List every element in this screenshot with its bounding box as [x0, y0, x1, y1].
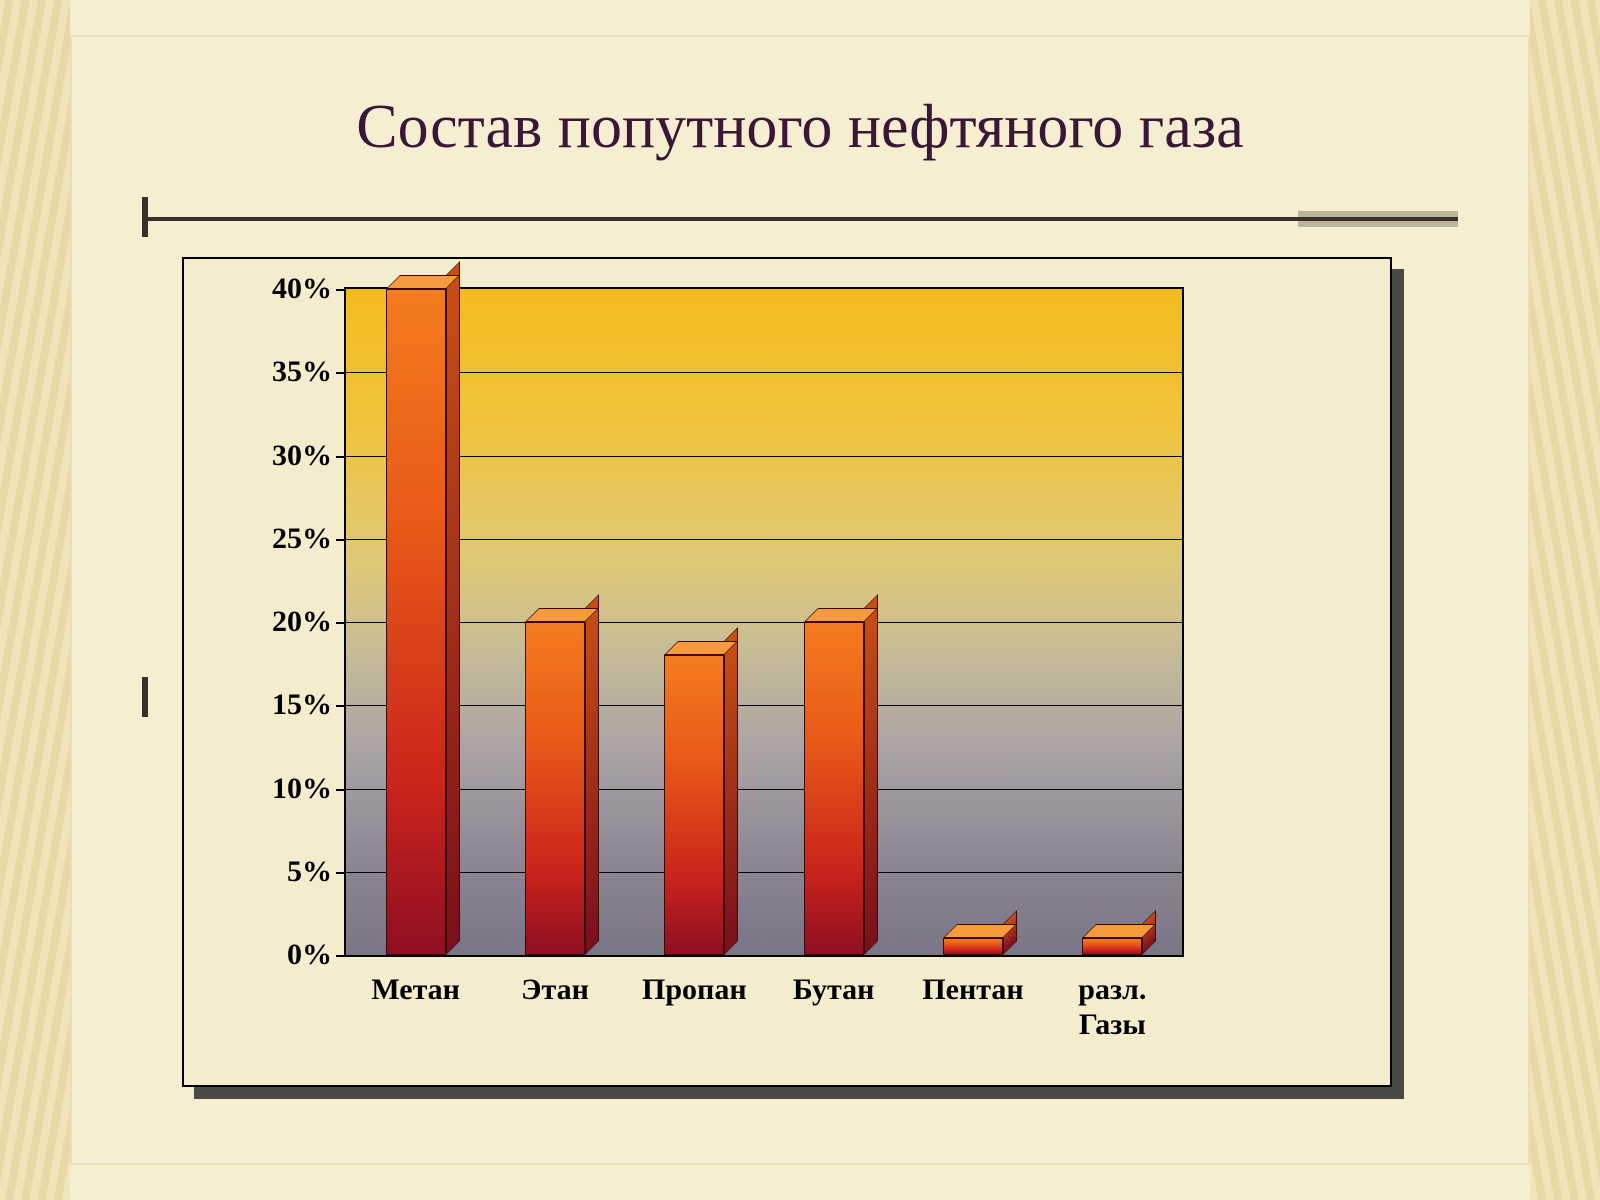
x-category-label: Пропан — [634, 955, 754, 1008]
gridline — [346, 705, 1182, 706]
gridline — [346, 872, 1182, 873]
bar-side-face — [864, 594, 878, 955]
bar-side-face — [724, 627, 738, 955]
gridline — [346, 539, 1182, 540]
gridline — [346, 456, 1182, 457]
bar-side-face — [585, 594, 599, 955]
x-category-label: Бутан — [774, 955, 894, 1008]
gridline — [346, 372, 1182, 373]
chart-panel: 0% 5% 10% 15% 20% 25% 30% 35% 40% Метан Этан Пропан… — [182, 257, 1392, 1087]
bar — [804, 622, 864, 955]
y-tick-label: 40% — [272, 272, 346, 306]
bar-front-face — [386, 289, 446, 955]
x-category-label: Пентан — [913, 955, 1033, 1008]
y-tick-label: 30% — [272, 439, 346, 473]
y-tick-label: 0% — [287, 938, 346, 972]
decorative-stripes-right — [1530, 0, 1600, 1200]
y-tick-label: 35% — [272, 355, 346, 389]
bar — [1082, 938, 1142, 955]
bar — [386, 289, 446, 955]
bar-side-face — [446, 261, 460, 955]
y-tick-label: 25% — [272, 522, 346, 556]
title-rule — [142, 217, 1458, 221]
x-category-label: разл. Газы — [1052, 955, 1172, 1042]
slide-frame: Состав попутного нефтяного газа 0% 5% 10% 1… — [70, 35, 1530, 1165]
slide-container: Состав попутного нефтяного газа 0% 5% 10% 1… — [0, 0, 1600, 1200]
slide-title: Состав попутного нефтяного газа — [72, 92, 1528, 163]
gridline — [346, 622, 1182, 623]
bar — [943, 938, 1003, 955]
bar-front-face — [525, 622, 585, 955]
decorative-stripes-left — [0, 0, 70, 1200]
y-tick-label: 20% — [272, 605, 346, 639]
bar-front-face — [943, 938, 1003, 955]
bar-front-face — [804, 622, 864, 955]
y-tick-label: 5% — [287, 855, 346, 889]
y-tick-label: 15% — [272, 688, 346, 722]
y-tick-label: 10% — [272, 772, 346, 806]
gridline — [346, 789, 1182, 790]
title-rule-tick-bottom — [142, 677, 148, 717]
bar — [664, 655, 724, 955]
bar — [525, 622, 585, 955]
title-rule-tick-top — [142, 197, 148, 237]
plot-area: 0%5%10%15%20%25%30%35%40%МетанЭтанПропан… — [344, 287, 1184, 957]
x-category-label: Этан — [495, 955, 615, 1008]
x-category-label: Метан — [356, 955, 476, 1008]
bar-front-face — [1082, 938, 1142, 955]
bar-front-face — [664, 655, 724, 955]
chart-frame: 0% 5% 10% 15% 20% 25% 30% 35% 40% Метан Этан Пропан… — [182, 257, 1392, 1087]
